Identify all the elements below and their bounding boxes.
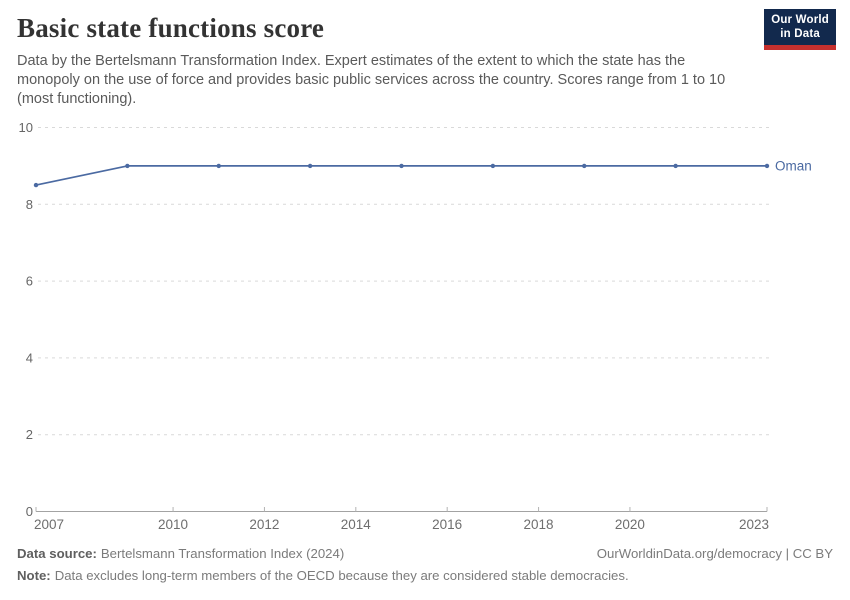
x-tick-label: 2018 (524, 517, 554, 532)
owid-link[interactable]: OurWorldinData.org/democracy | CC BY (596, 546, 833, 561)
data-point[interactable] (582, 163, 587, 169)
data-point[interactable] (399, 163, 404, 169)
data-point[interactable] (33, 182, 39, 188)
x-tick-label: 2007 (34, 517, 64, 532)
entity-label[interactable]: Oman (775, 158, 812, 173)
y-tick-label: 4 (26, 350, 33, 365)
owid-logo-line2: in Data (780, 27, 820, 40)
data-source-text: Bertelsmann Transformation Index (2024) (100, 546, 345, 561)
data-point[interactable] (490, 163, 496, 169)
page-title: Basic state functions score (17, 13, 325, 43)
note-label: Note: (17, 568, 51, 583)
x-tick-label: 2016 (432, 517, 462, 532)
y-tick-label: 2 (26, 427, 33, 442)
owid-logo-line1: Our World (771, 14, 829, 26)
line-chart[interactable]: 0 2 4 6 8 10 2007 2010 2012 2014 2016 2018 2020 2023 O… (0, 112, 850, 540)
x-tick-label: 2014 (341, 517, 372, 532)
x-tick-label: 2012 (249, 517, 279, 532)
chart-note: Note: Data excludes long-term members of … (17, 568, 833, 583)
chart-footer: Data source: Bertelsmann Transformation I… (17, 546, 833, 583)
x-tick-label: 2010 (158, 517, 188, 532)
line-chart-svg[interactable]: 0 2 4 6 8 10 2007 2010 2012 2014 2016 2018 2020 2023 O… (0, 112, 850, 540)
data-point[interactable] (307, 163, 313, 169)
data-point[interactable] (764, 163, 770, 169)
data-point[interactable] (216, 163, 221, 169)
data-source-label: Data source: (17, 546, 97, 561)
y-tick-label: 10 (19, 120, 33, 135)
y-tick-label: 0 (26, 504, 33, 519)
data-point[interactable] (125, 163, 130, 169)
x-tick-label: 2020 (615, 517, 645, 532)
note-text: Data excludes long-term members of the O… (54, 568, 629, 583)
owid-logo[interactable]: Our World in Data (764, 9, 836, 50)
y-tick-label: 8 (26, 197, 33, 212)
data-point[interactable] (673, 163, 678, 169)
chart-subtitle: Data by the Bertelsmann Transformation I… (17, 53, 726, 107)
x-tick-label: 2023 (739, 517, 769, 532)
data-source: Data source: Bertelsmann Transformation I… (17, 546, 344, 561)
series-line[interactable] (35, 165, 768, 186)
y-tick-label: 6 (26, 274, 33, 289)
